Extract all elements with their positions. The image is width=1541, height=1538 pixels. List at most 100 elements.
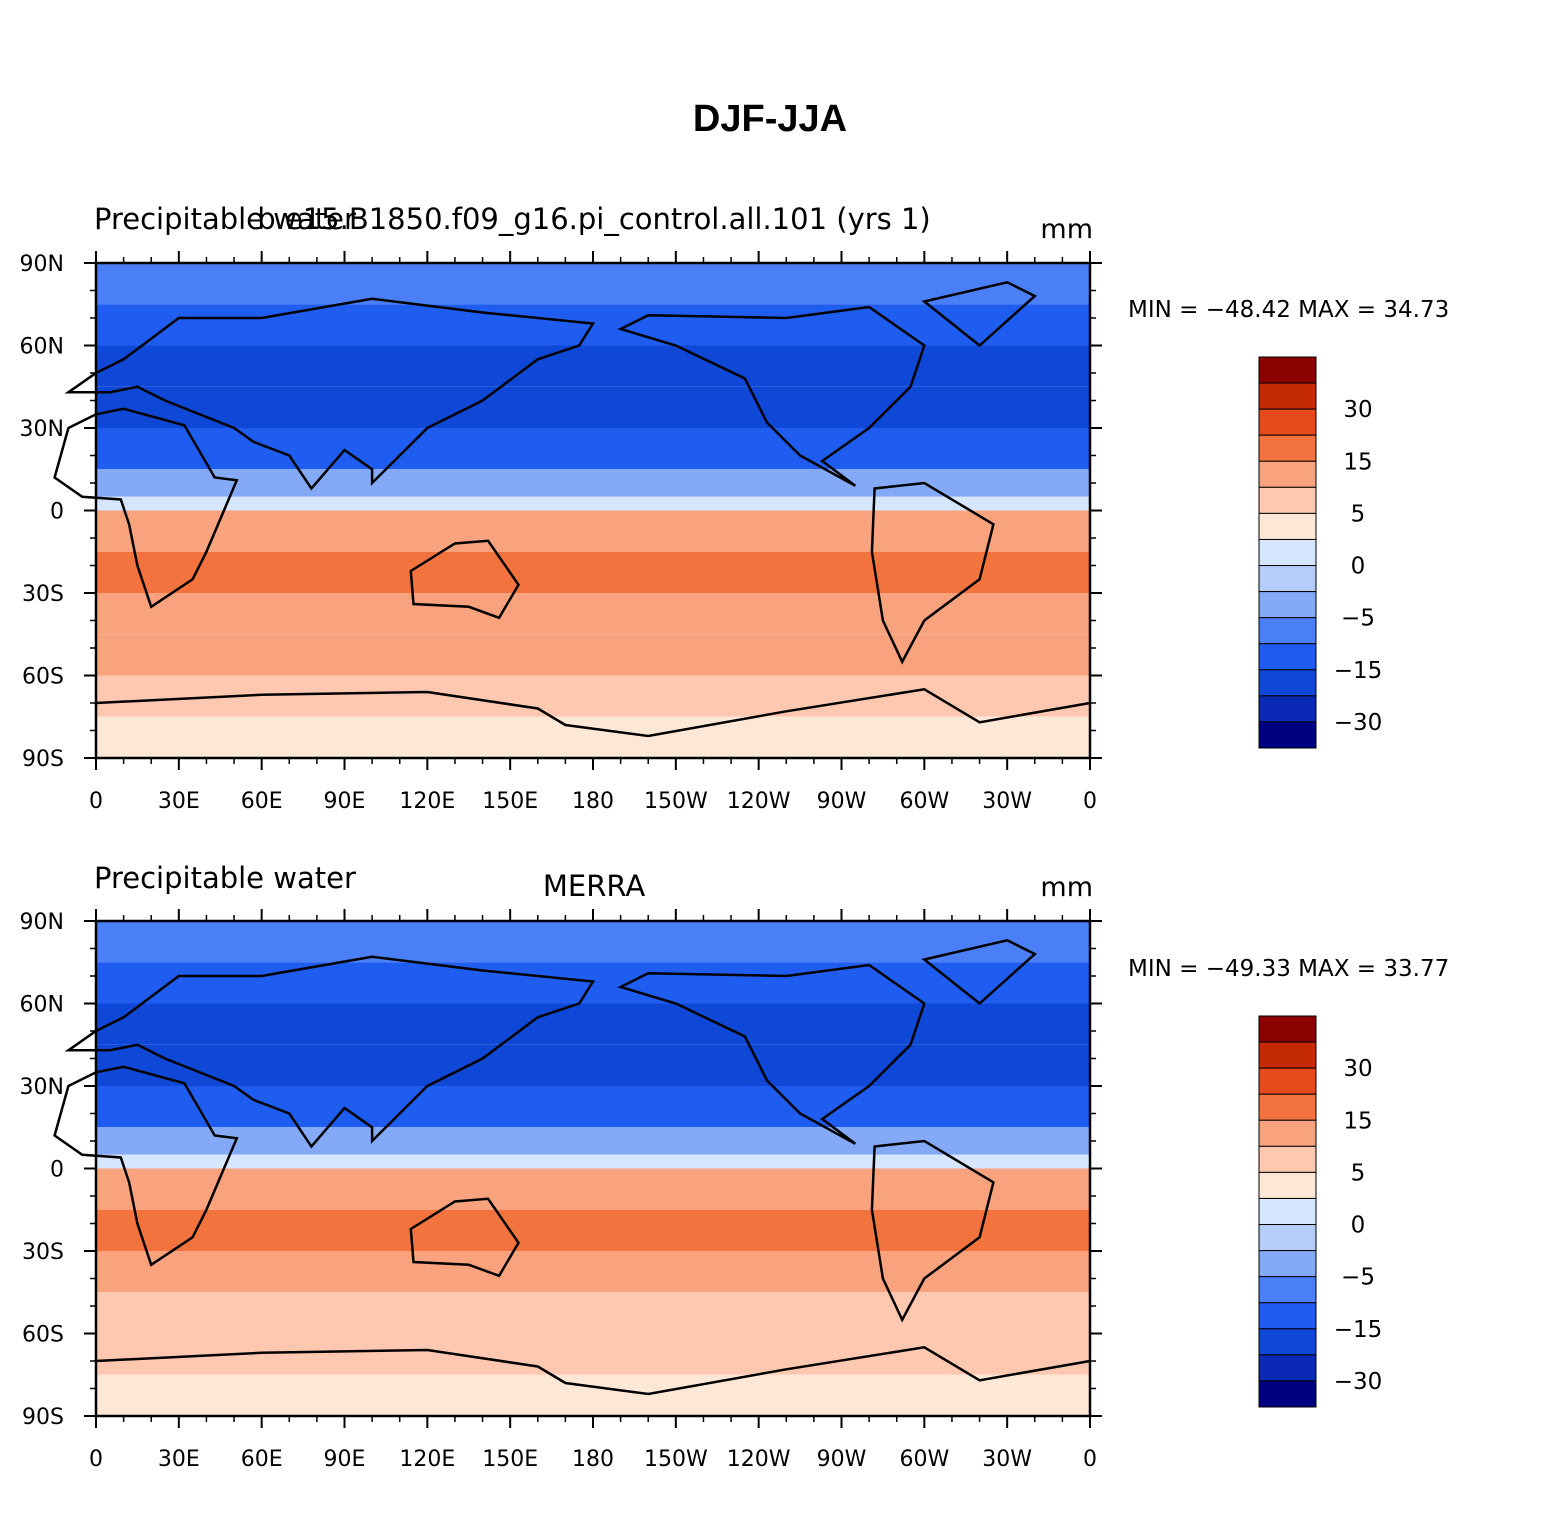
x-tick-label: 0 (1083, 789, 1097, 814)
colorbar-swatch (1258, 356, 1317, 384)
y-tick-label: 90N (20, 252, 64, 277)
colorbar-swatch (1258, 460, 1317, 488)
x-tick-label: 0 (1083, 1447, 1097, 1472)
panel-model: Precipitable water b.e15.B1850.f09_g16.p… (20, 202, 1450, 814)
colorbar-swatch (1258, 434, 1317, 462)
zonal-band (96, 263, 1090, 305)
y-tick-label: 60N (20, 993, 64, 1018)
x-tick-label: 60W (899, 1447, 949, 1472)
y-tick-label: 90S (22, 747, 64, 772)
x-tick-label: 150W (644, 1447, 708, 1472)
colorbar-label: 5 (1351, 501, 1366, 527)
colorbar-swatch (1258, 669, 1317, 697)
colorbar-swatch (1258, 565, 1317, 593)
colorbar-swatch (1258, 1224, 1317, 1252)
x-tick-label: 90E (324, 789, 366, 814)
zonal-band (96, 1209, 1090, 1251)
colorbar-swatch (1258, 695, 1317, 723)
colorbar-swatch (1258, 486, 1317, 514)
y-tick-label: 30N (20, 417, 64, 442)
x-tick-label: 30E (158, 1447, 200, 1472)
coastline (617, 305, 926, 487)
colorbar-label: 0 (1351, 554, 1366, 580)
colorbar-swatch (1258, 512, 1317, 540)
zonal-band (96, 496, 1090, 511)
zonal-band (96, 1333, 1090, 1375)
coastline (870, 481, 995, 665)
colorbar-swatch (1258, 1276, 1317, 1304)
panel-center-label: b.e15.B1850.f09_g16.pi_control.all.101 (… (257, 202, 931, 236)
colorbar-swatch (1258, 1093, 1317, 1121)
y-tick-label: 90N (20, 910, 64, 935)
colorbar-swatch (1258, 1015, 1317, 1043)
zonal-band (96, 551, 1090, 593)
zonal-band (96, 1086, 1090, 1128)
colorbar-swatch (1258, 643, 1317, 671)
panel-center-label: MERRA (543, 869, 645, 903)
x-tick-label: 180 (572, 789, 614, 814)
x-tick-label: 150W (644, 789, 708, 814)
map-plot: 0 30E 60E 90E 120E 150E 180 150W 120W 90W 60W 30W 09… (20, 251, 1102, 814)
y-tick-label: 0 (50, 500, 64, 525)
zonal-band (96, 1154, 1090, 1169)
colorbar-label: 30 (1343, 397, 1372, 423)
y-tick-label: 30S (22, 1240, 64, 1265)
x-tick-label: 180 (572, 1447, 614, 1472)
coastline (64, 955, 596, 1149)
figure-title: DJF-JJA (693, 98, 847, 140)
colorbar-swatch (1258, 591, 1317, 619)
colorbar-label: 15 (1343, 1108, 1372, 1134)
zonal-band (96, 1168, 1090, 1210)
x-tick-label: 120E (399, 1447, 455, 1472)
x-tick-label: 30W (982, 1447, 1032, 1472)
min-max-label: MIN = −49.33 MAX = 33.77 (1128, 956, 1449, 982)
colorbar-label: 0 (1351, 1213, 1366, 1239)
colorbar-label: −5 (1341, 1265, 1375, 1291)
colorbar-swatch (1258, 1171, 1317, 1199)
coastline (64, 297, 596, 491)
coastline (53, 1065, 239, 1267)
colorbar-swatch (1258, 1041, 1317, 1069)
x-tick-label: 0 (89, 1447, 103, 1472)
colorbar-swatch (1258, 1250, 1317, 1278)
zonal-band (96, 1292, 1090, 1334)
coastline (870, 1139, 995, 1323)
zonal-band (96, 675, 1090, 717)
colorbar-swatch (1258, 617, 1317, 645)
zonal-band (96, 1251, 1090, 1293)
colorbar-label: −15 (1334, 1317, 1383, 1343)
colorbar-label: −30 (1334, 1369, 1383, 1395)
x-tick-label: 90W (817, 1447, 867, 1472)
coastline (409, 539, 520, 620)
x-tick-label: 90E (324, 1447, 366, 1472)
colorbar-label: −30 (1334, 710, 1383, 736)
colorbar-swatch (1258, 1380, 1317, 1408)
colorbar-label: 30 (1343, 1056, 1372, 1082)
coastline (95, 1345, 1091, 1396)
colorbar-swatch (1258, 1067, 1317, 1095)
y-tick-label: 60N (20, 335, 64, 360)
colorbar-swatch (1258, 408, 1317, 436)
colorbar-swatch (1258, 538, 1317, 567)
x-tick-label: 0 (89, 789, 103, 814)
x-tick-label: 30W (982, 789, 1032, 814)
x-tick-label: 120W (727, 789, 791, 814)
y-tick-label: 30N (20, 1075, 64, 1100)
map-plot: 0 30E 60E 90E 120E 150E 180 150W 120W 90W 60W 30W 09… (20, 909, 1102, 1472)
panel-units: mm (1040, 214, 1093, 245)
colorbar-swatch (1258, 1197, 1317, 1226)
zonal-band (96, 921, 1090, 963)
coastline (617, 963, 926, 1145)
coastline (409, 1197, 520, 1278)
y-tick-label: 60S (22, 665, 64, 690)
zonal-band (96, 593, 1090, 635)
x-tick-label: 30E (158, 789, 200, 814)
x-tick-label: 120W (727, 1447, 791, 1472)
x-tick-label: 60E (241, 789, 283, 814)
y-tick-label: 90S (22, 1405, 64, 1430)
colorbar-swatch (1258, 1328, 1317, 1356)
colorbar-label: 5 (1351, 1160, 1366, 1186)
colorbar-swatch (1258, 1119, 1317, 1147)
colorbar-swatch (1258, 1302, 1317, 1330)
